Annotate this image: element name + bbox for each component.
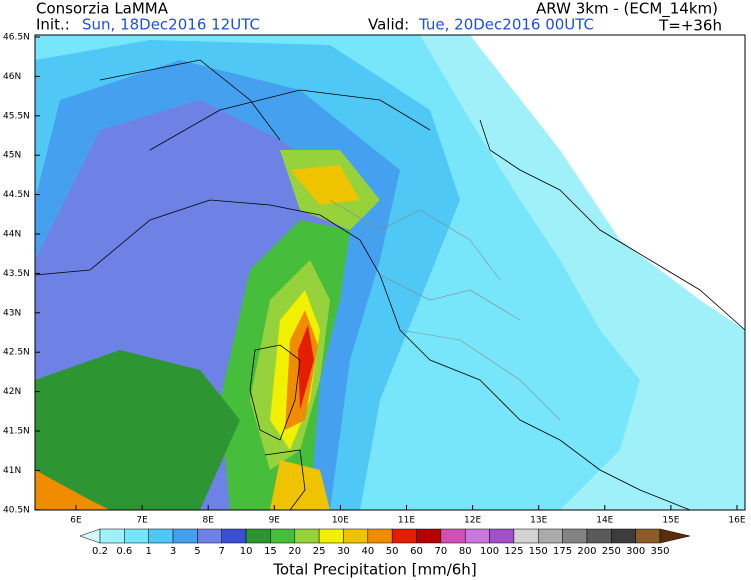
lon-label: 10E [332,516,349,526]
colorbar-box [416,528,442,544]
colorbar-label: 0.6 [116,546,132,557]
colorbar-label: 350 [650,546,669,557]
colorbar-box [270,528,296,544]
colorbar-label: 125 [504,546,523,557]
valid-label: Valid: [368,16,409,34]
lon-label: 7E [136,516,148,526]
colorbar-label: 1 [146,546,152,557]
lon-label: 6E [70,516,82,526]
colorbar-box [440,528,466,544]
lat-label: 45N [3,151,21,161]
colorbar-label: 5 [194,546,200,557]
title: Consorzia LaMMA [36,0,169,18]
lon-label: 8E [202,516,214,526]
lon-label: 13E [530,516,547,526]
colorbar-label: 70 [435,546,448,557]
colorbar-label: 150 [529,546,548,557]
colorbar-box [124,528,149,544]
colorbar-box [148,528,174,544]
colorbar-box [367,528,393,544]
colorbar-label: 300 [626,546,645,557]
lat-label: 40.5N [3,505,30,515]
colorbar-label: 20 [288,546,301,557]
colorbar-box [635,528,661,544]
lat-label: 42.5N [3,348,30,358]
lat-label: 46N [3,72,21,82]
lat-label: 46.5N [3,33,30,43]
colorbar-box [586,528,612,544]
valid-time: Tue, 20Dec2016 00UTC [418,16,594,34]
colorbar-box [513,528,539,544]
colorbar-label: 15 [264,546,277,557]
colorbar-label: 30 [337,546,350,557]
map-axes: 46.5N 46N 45.5N 45N 44.5N 44N 43.5N 43N 42.5N 42N… [3,33,746,526]
lat-label: 43.5N [3,269,30,279]
forecast-step: T=+36h [658,17,722,35]
colorbar-box [99,528,125,544]
lat-label: 43N [3,308,21,318]
lon-label: 11E [398,516,415,526]
colorbar-box [562,528,588,544]
colorbar-label: 0.2 [92,546,108,557]
colorbar-arrow-high [659,528,691,544]
colorbar-box [464,528,490,544]
colorbar-label: 100 [480,546,499,557]
lon-label: 14E [596,516,613,526]
lat-label: 44.5N [3,190,30,200]
colorbar-box [294,528,320,544]
colorbar-label: 175 [553,546,572,557]
colorbar-box [197,528,222,544]
colorbar-label: 25 [313,546,326,557]
lon-label: 12E [464,516,481,526]
colorbar-label: 80 [459,546,472,557]
lat-label: 45.5N [3,111,30,121]
colorbar-box [245,528,271,544]
lat-label: 44N [3,230,21,240]
colorbar-label: 3 [170,546,176,557]
lon-label: 16E [728,516,745,526]
colorbar-box [391,528,417,544]
lat-label: 41N [3,466,21,476]
colorbar-label: 250 [602,546,621,557]
colorbar-label: 60 [410,546,423,557]
colorbar-box [318,528,344,544]
colorbar-box [343,528,369,544]
lat-label: 42N [3,387,21,397]
colorbar-box [221,528,247,544]
colorbar-label: 50 [386,546,399,557]
colorbar: 0.2 0.6 1 3 5 7 10 15 20 25 30 40 50 60 70 80 100 125 150 1… [79,528,691,557]
lon-label: 9E [269,516,281,526]
colorbar-label: 10 [240,546,253,557]
init-time: Sun, 18Dec2016 12UTC [82,16,260,34]
colorbar-box [489,528,515,544]
map-field [34,34,746,511]
colorbar-box [172,528,198,544]
colorbar-label: 7 [219,546,225,557]
model: ARW 3km - (ECM_14km) [536,0,718,19]
colorbar-box [611,528,636,544]
colorbar-box [538,528,563,544]
lon-label: 15E [662,516,679,526]
colorbar-title: Total Precipitation [mm/6h] [272,561,476,579]
init-label: Init.: [36,16,70,34]
colorbar-label: 40 [361,546,374,557]
colorbar-label: 200 [577,546,596,557]
lat-label: 41.5N [3,427,30,437]
